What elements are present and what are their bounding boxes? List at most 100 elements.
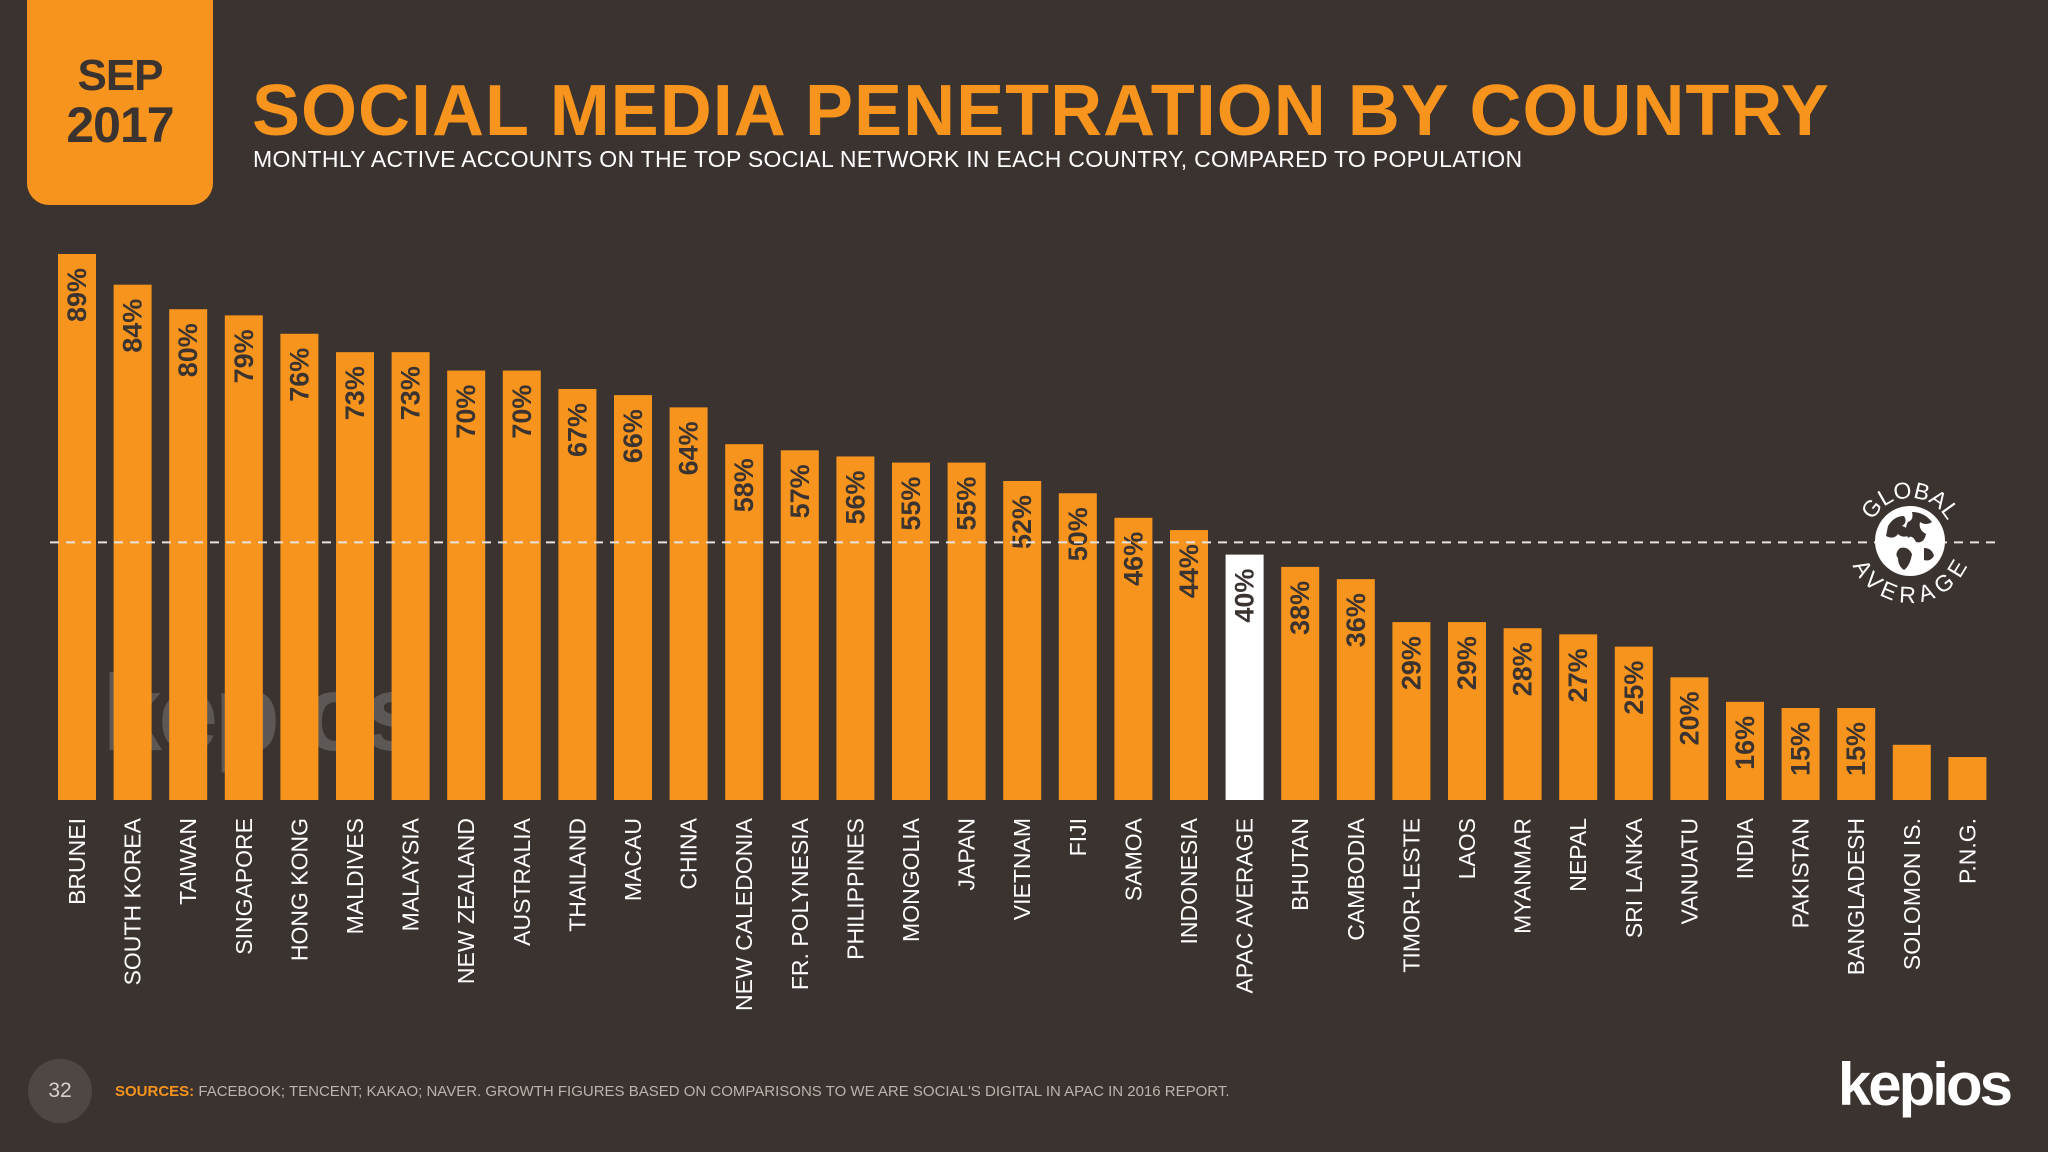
value-label: 80% (173, 323, 203, 377)
category-label: P.N.G. (1954, 818, 1980, 884)
value-label: 64% (674, 421, 704, 475)
bars-group: 89% BRUNEI 84% SOUTH KOREA 80% TAIWAN 79% SINGA… (58, 254, 1987, 1011)
bar-samoa (1114, 517, 1153, 800)
category-label: AUSTRALIA (509, 817, 535, 945)
category-label: CHINA (676, 817, 702, 889)
value-label: 84% (118, 299, 148, 353)
value-label: 28% (1508, 642, 1538, 696)
category-label: MALDIVES (342, 818, 368, 934)
globe-icon (1875, 506, 1945, 576)
bar-sri-lanka (1614, 646, 1653, 800)
value-label: 7% (1952, 710, 1982, 749)
value-label: 25% (1619, 661, 1649, 715)
bar-new-zealand (447, 370, 486, 800)
bar-philippines (836, 456, 875, 800)
category-label: BHUTAN (1287, 818, 1313, 911)
category-label: JAPAN (954, 818, 980, 890)
bar-thailand (558, 388, 597, 800)
category-label: SINGAPORE (231, 818, 257, 955)
date-badge: SEP 2017 (27, 0, 213, 205)
category-label: CAMBODIA (1343, 817, 1369, 940)
category-label: PAKISTAN (1788, 818, 1814, 928)
category-label: FIJI (1065, 818, 1091, 856)
sources-label: SOURCES: (115, 1083, 195, 1100)
bar-malaysia (391, 352, 430, 800)
value-label: 66% (618, 409, 648, 463)
bar-india (1726, 701, 1764, 800)
value-label: 67% (562, 403, 592, 457)
bar-timor-leste (1392, 622, 1431, 800)
bar-nepal (1559, 634, 1598, 800)
value-label: 27% (1563, 648, 1593, 702)
value-label: 15% (1786, 722, 1816, 776)
bar-maldives (336, 352, 374, 800)
value-label: 9% (1897, 698, 1927, 737)
category-label: MACAU (620, 818, 646, 901)
bar-chart: 89% BRUNEI 84% SOUTH KOREA 80% TAIWAN 79% SINGA… (50, 254, 2002, 1011)
bar-fiji (1058, 493, 1097, 800)
category-label: MYANMAR (1510, 818, 1536, 934)
value-label: 20% (1674, 691, 1704, 745)
category-label: NEW ZEALAND (453, 818, 479, 984)
value-label: 50% (1063, 507, 1093, 561)
category-label: INDONESIA (1176, 817, 1202, 944)
category-label: SOLOMON IS. (1899, 818, 1925, 970)
value-label: 44% (1174, 544, 1204, 598)
value-label: 70% (451, 385, 481, 439)
sources-note: SOURCES: FACEBOOK; TENCENT; KAKAO; NAVER… (115, 1083, 1230, 1100)
bar-brunei (58, 254, 96, 800)
category-label: MONGOLIA (898, 817, 924, 942)
bar-bangladesh (1837, 707, 1876, 800)
bar-apac-average (1225, 554, 1264, 800)
kepios-logo: kepios (1837, 1051, 2013, 1118)
bar-solomon-is- (1892, 744, 1931, 800)
value-label: 55% (952, 477, 982, 531)
page-subtitle: MONTHLY ACTIVE ACCOUNTS ON THE TOP SOCIA… (253, 146, 1523, 172)
value-label: 55% (896, 477, 926, 531)
category-label: APAC AVERAGE (1232, 818, 1258, 994)
value-label: 76% (284, 348, 314, 402)
value-label: 16% (1730, 716, 1760, 770)
value-label: 57% (785, 464, 815, 518)
bar-china (669, 407, 708, 800)
bar-myanmar (1503, 628, 1542, 800)
bar-japan (947, 462, 986, 800)
value-label: 40% (1230, 569, 1260, 623)
bar-cambodia (1336, 579, 1375, 800)
bar-laos (1448, 622, 1486, 800)
category-label: PHILIPPINES (842, 818, 868, 960)
bar-vietnam (1003, 480, 1042, 800)
value-label: 52% (1007, 495, 1037, 549)
value-label: 36% (1341, 593, 1371, 647)
category-label: TIMOR-LESTE (1398, 818, 1424, 973)
category-label: SAMOA (1120, 817, 1146, 901)
category-label: NEPAL (1565, 818, 1591, 892)
value-label: 15% (1841, 722, 1871, 776)
bar-new-caledonia (725, 444, 764, 800)
bar-bhutan (1281, 566, 1320, 800)
category-label: VIETNAM (1009, 818, 1035, 920)
category-label: HONG KONG (286, 818, 312, 961)
bar-mongolia (892, 462, 930, 800)
category-label: LAOS (1454, 818, 1480, 879)
bar-fr-polynesia (780, 450, 819, 800)
value-label: 29% (1452, 636, 1482, 690)
category-label: NEW CALEDONIA (731, 817, 757, 1011)
bar-australia (502, 370, 541, 800)
value-label: 56% (840, 470, 870, 524)
page-title: SOCIAL MEDIA PENETRATION BY COUNTRY (252, 71, 1830, 151)
category-label: SRI LANKA (1621, 817, 1647, 938)
bar-hong-kong (280, 333, 319, 800)
value-label: 58% (729, 458, 759, 512)
category-label: INDIA (1732, 817, 1758, 879)
bar-macau (614, 395, 652, 800)
sources-text: FACEBOOK; TENCENT; KAKAO; NAVER. GROWTH … (198, 1083, 1230, 1100)
category-label: THAILAND (564, 818, 590, 932)
category-label: BANGLADESH (1843, 818, 1869, 975)
category-label: TAIWAN (175, 818, 201, 905)
category-label: MALAYSIA (398, 817, 424, 931)
category-label: FR. POLYNESIA (787, 817, 813, 990)
category-label: BRUNEI (64, 818, 90, 905)
page-number: 32 (28, 1059, 92, 1123)
date-month: SEP (77, 51, 163, 101)
